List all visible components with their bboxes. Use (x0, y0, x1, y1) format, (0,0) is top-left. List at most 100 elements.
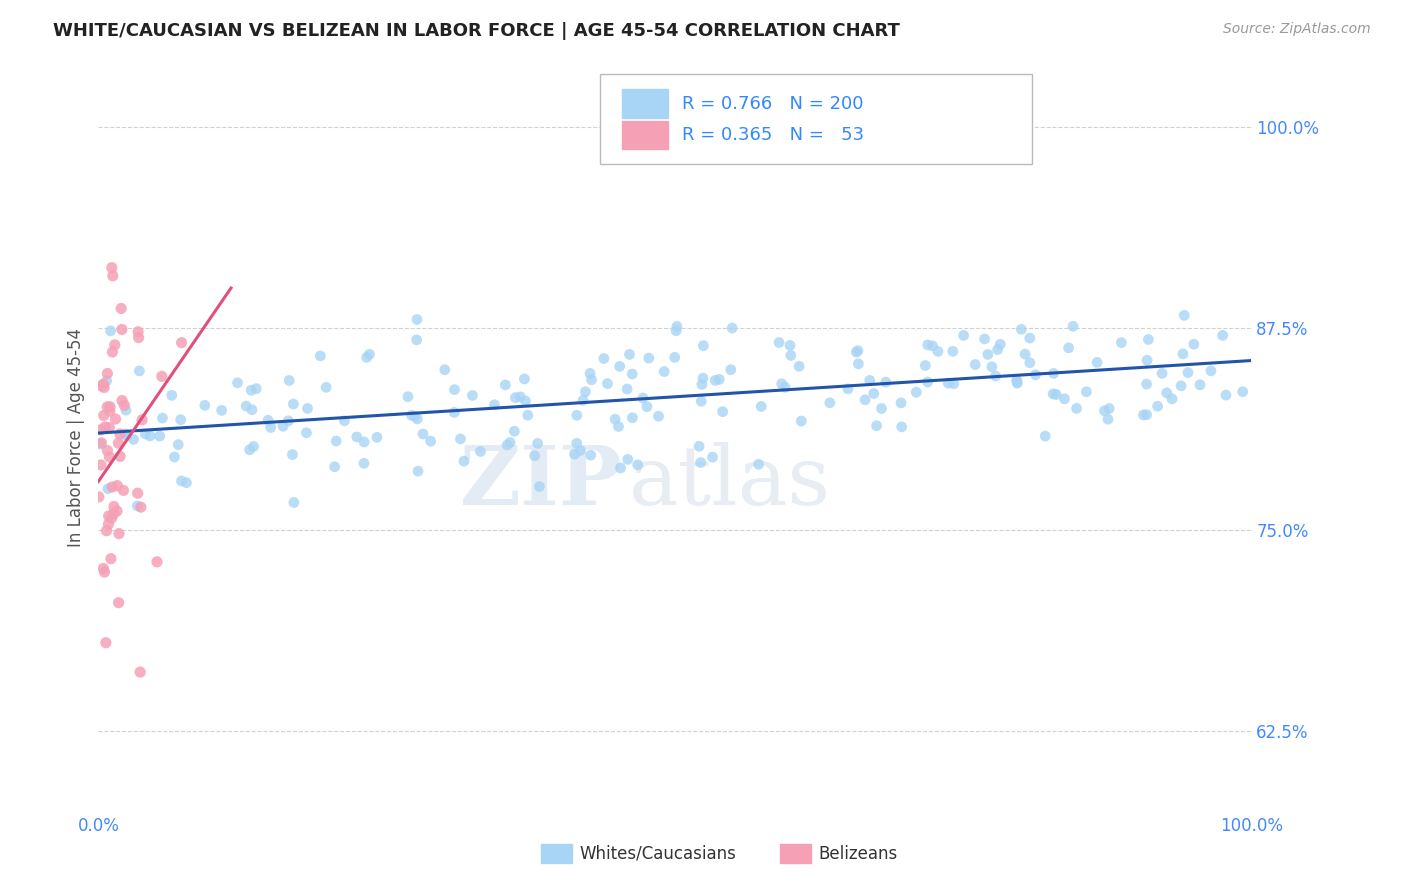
Point (890, 396, 912, 410)
Point (152, 411, 174, 425)
Point (1018, 356, 1040, 370)
Point (101, 480, 124, 494)
Point (297, 401, 319, 416)
Point (1152, 367, 1174, 381)
Point (412, 427, 434, 442)
Point (1042, 387, 1064, 401)
Point (96, 400, 118, 414)
Point (101, 260, 124, 275)
Point (988, 337, 1011, 351)
Point (260, 420, 283, 434)
Point (779, 338, 801, 352)
Point (859, 373, 882, 387)
Point (1098, 401, 1121, 416)
Point (309, 349, 332, 363)
Point (129, 500, 152, 515)
Point (108, 526, 131, 541)
Point (1136, 408, 1159, 422)
Point (1007, 376, 1029, 391)
Point (773, 380, 796, 394)
Point (984, 368, 1007, 383)
Point (1170, 379, 1192, 393)
Point (96, 524, 118, 538)
Point (242, 440, 264, 454)
Point (875, 375, 897, 389)
Point (702, 450, 724, 464)
Point (837, 382, 859, 396)
Point (107, 596, 129, 610)
Point (443, 405, 465, 419)
Point (509, 390, 531, 404)
Point (790, 414, 813, 428)
Point (235, 399, 257, 413)
Point (770, 376, 793, 391)
Point (942, 376, 965, 391)
Point (592, 351, 614, 366)
Point (194, 398, 217, 412)
Point (936, 376, 959, 391)
Point (96, 367, 118, 381)
Point (607, 419, 630, 434)
Point (149, 429, 172, 443)
Point (569, 443, 592, 458)
Point (419, 434, 441, 449)
Text: Belizeans: Belizeans (818, 845, 897, 863)
Point (917, 375, 939, 389)
Text: Source: ZipAtlas.com: Source: ZipAtlas.com (1223, 22, 1371, 37)
Point (146, 555, 169, 569)
Point (1085, 355, 1108, 369)
Point (565, 409, 588, 423)
Point (1005, 375, 1028, 389)
Point (240, 384, 263, 398)
Text: R = 0.365   N =   53: R = 0.365 N = 53 (682, 126, 863, 145)
Point (787, 359, 810, 374)
Point (89, 437, 111, 451)
Text: atlas: atlas (628, 442, 831, 522)
Point (496, 438, 519, 452)
Point (1212, 328, 1234, 343)
Point (1188, 377, 1211, 392)
Point (690, 377, 713, 392)
Point (127, 486, 149, 500)
Point (453, 454, 475, 468)
Point (965, 358, 987, 372)
Point (516, 408, 538, 422)
Point (818, 396, 841, 410)
Point (863, 386, 886, 401)
Point (239, 442, 262, 457)
Point (404, 409, 426, 424)
Point (768, 335, 790, 350)
Point (111, 393, 134, 408)
Point (98, 420, 121, 434)
Bar (621, 121, 668, 149)
Point (353, 456, 375, 470)
Point (631, 391, 654, 405)
Point (484, 398, 506, 412)
Point (505, 391, 527, 405)
Point (100, 551, 122, 566)
FancyBboxPatch shape (600, 74, 1032, 163)
Point (359, 347, 381, 361)
Point (621, 367, 644, 381)
Point (1062, 319, 1084, 334)
Point (94, 636, 117, 650)
Point (692, 338, 714, 352)
Point (93, 409, 115, 423)
Point (1156, 385, 1178, 400)
Point (176, 475, 198, 490)
Point (103, 507, 125, 521)
Point (688, 439, 710, 453)
Bar (621, 89, 668, 118)
Point (749, 400, 772, 414)
Point (1014, 347, 1036, 361)
Point (1042, 367, 1064, 381)
Point (523, 449, 546, 463)
Point (1161, 392, 1184, 406)
Point (987, 343, 1010, 357)
Point (890, 420, 912, 434)
Point (503, 424, 526, 438)
Point (470, 444, 492, 458)
Point (353, 435, 375, 450)
Point (105, 504, 128, 518)
Point (865, 418, 887, 433)
